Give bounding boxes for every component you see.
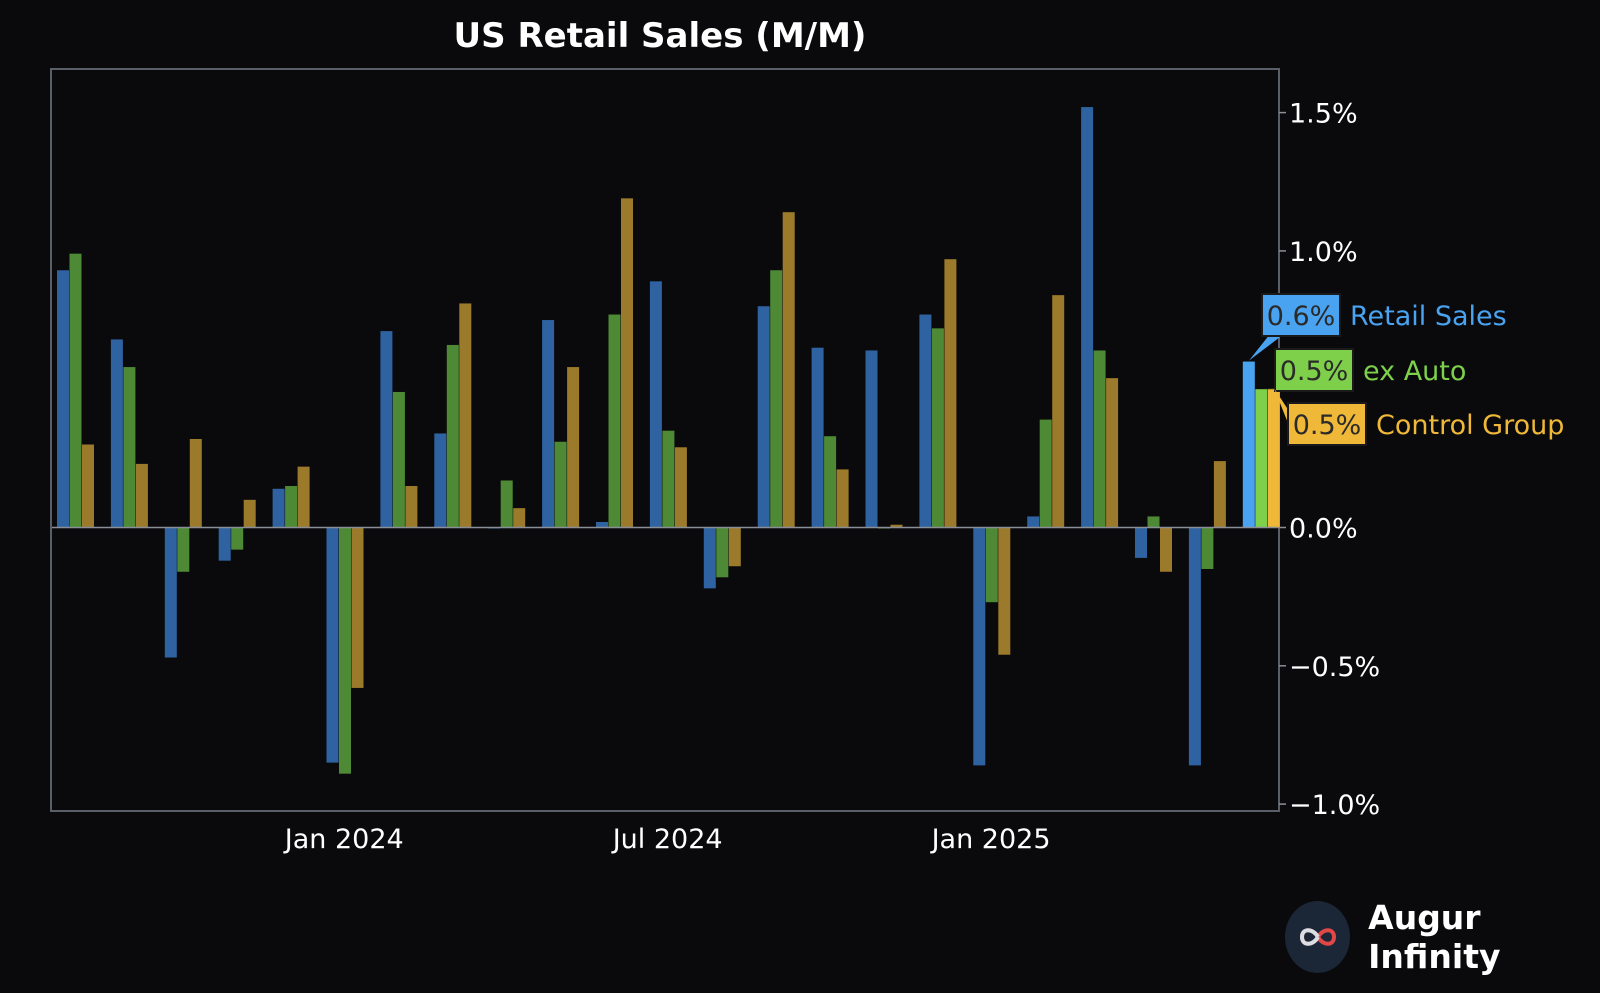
bar-retail-sales-1 bbox=[110, 339, 123, 528]
brand-name: Augur Infinity bbox=[1368, 898, 1501, 976]
bar-ex-auto-19 bbox=[1093, 350, 1106, 528]
chart-title: US Retail Sales (M/M) bbox=[454, 16, 867, 56]
bar-retail-sales-6 bbox=[380, 331, 393, 528]
bar-retail-sales-17 bbox=[973, 527, 986, 766]
bar-ex-auto-14 bbox=[824, 436, 837, 528]
bar-ex-auto-2 bbox=[177, 527, 190, 572]
bar-control-group-18 bbox=[1052, 295, 1065, 528]
bar-control-group-6 bbox=[405, 486, 418, 528]
bar-control-group-17 bbox=[998, 527, 1011, 655]
bar-ex-auto-13 bbox=[770, 270, 783, 528]
bar-control-group-4 bbox=[297, 466, 310, 528]
bar-ex-auto-4 bbox=[285, 486, 298, 528]
bar-control-group-15 bbox=[890, 524, 903, 528]
bar-control-group-19 bbox=[1106, 378, 1119, 528]
bar-retail-sales-14 bbox=[811, 347, 824, 528]
bar-retail-sales-4 bbox=[272, 488, 285, 528]
bar-control-group-5 bbox=[351, 527, 364, 688]
bar-control-group-10 bbox=[621, 198, 633, 528]
bar-control-group-2 bbox=[189, 438, 202, 528]
bar-retail-sales-22 bbox=[1242, 361, 1255, 528]
bar-retail-sales-15 bbox=[865, 350, 878, 528]
bar-retail-sales-12 bbox=[703, 527, 716, 589]
label-box bbox=[1261, 293, 1341, 337]
bar-ex-auto-22 bbox=[1255, 389, 1268, 528]
x-tick-label: Jan 2025 bbox=[930, 824, 1051, 855]
bars-layer bbox=[57, 107, 1280, 774]
bar-retail-sales-3 bbox=[218, 527, 231, 561]
bar-control-group-0 bbox=[82, 444, 94, 528]
bar-ex-auto-10 bbox=[608, 314, 621, 528]
bar-ex-auto-9 bbox=[554, 441, 567, 528]
y-axis: 1.5% 1.0% 0.0% −0.5% −1.0% bbox=[1279, 99, 1380, 821]
bar-ex-auto-21 bbox=[1201, 527, 1214, 569]
bar-control-group-11 bbox=[674, 447, 687, 528]
bar-retail-sales-20 bbox=[1135, 527, 1147, 558]
x-tick-label: Jan 2024 bbox=[283, 824, 404, 855]
bar-retail-sales-9 bbox=[542, 320, 555, 528]
bar-control-group-16 bbox=[944, 259, 957, 528]
y-tick-label: −1.0% bbox=[1289, 790, 1380, 821]
bar-ex-auto-18 bbox=[1039, 419, 1052, 528]
bar-control-group-9 bbox=[567, 367, 580, 528]
bar-control-group-12 bbox=[728, 527, 741, 567]
bar-ex-auto-5 bbox=[339, 527, 351, 774]
bar-control-group-22 bbox=[1267, 389, 1280, 528]
bar-ex-auto-12 bbox=[716, 527, 729, 578]
label-box bbox=[1287, 402, 1367, 446]
bar-retail-sales-18 bbox=[1027, 516, 1040, 528]
bar-retail-sales-21 bbox=[1188, 527, 1201, 766]
bar-retail-sales-0 bbox=[57, 270, 69, 528]
bar-ex-auto-3 bbox=[231, 527, 244, 550]
x-axis: Jan 2024 Jul 2024 Jan 2025 bbox=[283, 824, 1051, 855]
infinity-icon bbox=[1299, 928, 1336, 946]
bar-control-group-21 bbox=[1213, 461, 1226, 528]
label-box bbox=[1274, 348, 1354, 392]
bar-ex-auto-6 bbox=[392, 391, 405, 528]
y-tick-label: 1.5% bbox=[1289, 99, 1358, 130]
bar-retail-sales-5 bbox=[326, 527, 339, 763]
label-pointer bbox=[1249, 334, 1284, 361]
bar-control-group-3 bbox=[243, 499, 256, 528]
bar-retail-sales-10 bbox=[596, 521, 608, 528]
label-series-name: ex Auto bbox=[1363, 356, 1466, 387]
bar-retail-sales-2 bbox=[164, 527, 177, 658]
bar-ex-auto-16 bbox=[931, 328, 944, 528]
label-value: 0.5% bbox=[1293, 410, 1362, 441]
brand-logo bbox=[1285, 901, 1351, 973]
bar-control-group-14 bbox=[836, 469, 849, 528]
bar-ex-auto-11 bbox=[662, 430, 675, 528]
bar-control-group-20 bbox=[1160, 527, 1172, 572]
bar-retail-sales-19 bbox=[1081, 107, 1094, 528]
y-tick-label: 1.0% bbox=[1289, 237, 1358, 268]
bar-ex-auto-20 bbox=[1147, 516, 1160, 528]
bar-control-group-8 bbox=[513, 508, 526, 528]
bar-ex-auto-17 bbox=[985, 527, 998, 603]
label-value: 0.6% bbox=[1267, 301, 1336, 332]
label-series-name: Retail Sales bbox=[1350, 301, 1507, 332]
bar-ex-auto-7 bbox=[446, 344, 459, 528]
brand: Augur Infinity bbox=[1285, 898, 1600, 976]
bar-control-group-13 bbox=[782, 212, 795, 528]
bar-ex-auto-0 bbox=[69, 253, 82, 528]
y-tick-label: −0.5% bbox=[1289, 652, 1380, 683]
bar-control-group-7 bbox=[459, 303, 472, 528]
bar-retail-sales-7 bbox=[434, 433, 447, 528]
label-value: 0.5% bbox=[1280, 356, 1349, 387]
bar-retail-sales-16 bbox=[919, 314, 932, 528]
bar-ex-auto-8 bbox=[500, 480, 513, 528]
bar-retail-sales-11 bbox=[649, 281, 662, 528]
bar-ex-auto-1 bbox=[123, 367, 136, 528]
bar-control-group-1 bbox=[135, 463, 148, 528]
x-tick-label: Jul 2024 bbox=[611, 824, 723, 855]
y-tick-label: 0.0% bbox=[1289, 514, 1358, 545]
label-series-name: Control Group bbox=[1376, 410, 1564, 441]
bar-retail-sales-13 bbox=[757, 306, 770, 528]
